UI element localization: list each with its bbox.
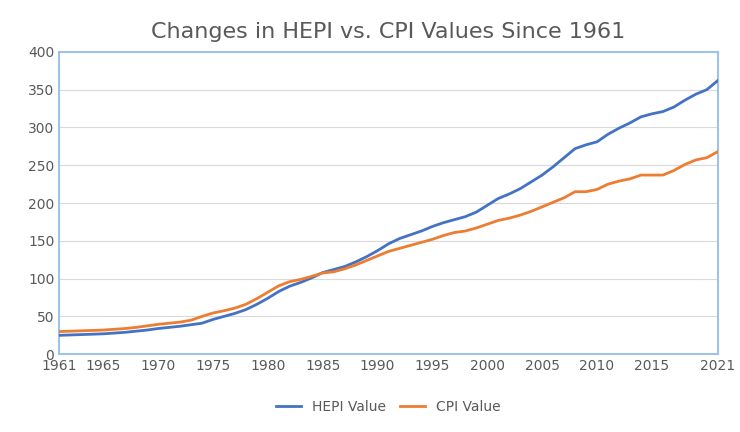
HEPI Value	[625, 121, 634, 126]
CPI Value	[286, 279, 295, 284]
HEPI Value	[406, 232, 415, 238]
Legend: HEPI Value, CPI Value: HEPI Value, CPI Value	[276, 400, 501, 414]
Title: Changes in HEPI vs. CPI Values Since 1961: Changes in HEPI vs. CPI Values Since 196…	[152, 22, 625, 42]
HEPI Value	[55, 333, 64, 338]
CPI Value	[406, 243, 415, 248]
CPI Value	[450, 230, 459, 235]
CPI Value	[186, 318, 195, 323]
CPI Value	[209, 311, 218, 316]
CPI Value	[55, 329, 64, 334]
CPI Value	[713, 149, 722, 154]
HEPI Value	[209, 317, 218, 322]
Line: CPI Value: CPI Value	[59, 152, 718, 332]
CPI Value	[625, 176, 634, 181]
HEPI Value	[186, 322, 195, 327]
Line: HEPI Value: HEPI Value	[59, 80, 718, 335]
HEPI Value	[450, 217, 459, 222]
HEPI Value	[286, 283, 295, 289]
HEPI Value	[713, 78, 722, 83]
